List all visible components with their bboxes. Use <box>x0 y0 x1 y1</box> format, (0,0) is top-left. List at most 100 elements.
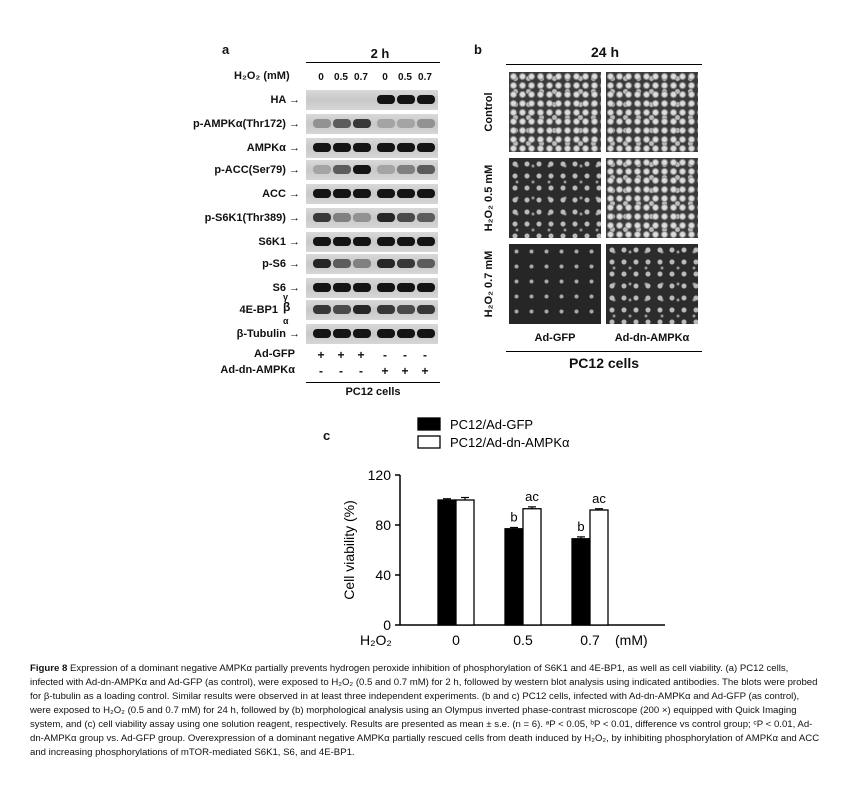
treatment-sign: + <box>416 364 434 378</box>
dose-label: 0 <box>376 72 394 83</box>
blot-label: p-S6K1(Thr389) → <box>150 212 300 224</box>
treatment-sign: - <box>416 348 434 362</box>
micrograph-row-label: Control <box>483 72 495 152</box>
x-tick-label: 0.7 <box>580 632 600 648</box>
blot-strip <box>306 278 438 298</box>
x-prefix-label: H₂O₂ <box>360 632 392 648</box>
significance-label: ac <box>525 489 539 504</box>
micrograph-image <box>606 244 698 324</box>
blot-band <box>397 237 415 246</box>
bar <box>590 510 608 625</box>
blot-label: p-S6 → <box>150 258 300 270</box>
blot-band <box>417 119 435 128</box>
blot-band <box>333 213 351 222</box>
treatment-sign: + <box>312 348 330 362</box>
significance-label: b <box>577 519 584 534</box>
blot-label: p-ACC(Ser79) → <box>150 164 300 176</box>
legend-label: PC12/Ad-dn-AMPKα <box>450 435 570 450</box>
blot-band <box>417 143 435 152</box>
panel-b-time: 24 h <box>560 44 650 60</box>
blot-band <box>313 283 331 292</box>
blot-band <box>397 259 415 268</box>
blot-band <box>397 213 415 222</box>
blot-band <box>333 165 351 174</box>
blot-label: ACC → <box>150 188 300 200</box>
caption-text: Expression of a dominant negative AMPKα … <box>30 663 819 758</box>
blot-band <box>353 237 371 246</box>
blot-band <box>333 189 351 198</box>
treatment-sign: + <box>376 364 394 378</box>
treatment-sign: + <box>396 364 414 378</box>
blot-band <box>333 143 351 152</box>
blot-band <box>313 165 331 174</box>
significance-label: b <box>510 510 517 525</box>
blot-band <box>353 213 371 222</box>
treatment-sign: - <box>396 348 414 362</box>
blot-band <box>377 237 395 246</box>
blot-band <box>397 283 415 292</box>
micrograph-image <box>509 158 601 238</box>
blot-band <box>377 259 395 268</box>
blot-band <box>397 165 415 174</box>
legend-swatch <box>418 418 440 430</box>
panel-a-time-line <box>306 62 440 63</box>
micrograph-image <box>509 244 601 324</box>
blot-strip <box>306 90 438 110</box>
blot-band <box>313 189 331 198</box>
blot-strip <box>306 114 438 134</box>
blot-band <box>397 119 415 128</box>
blot-band <box>333 237 351 246</box>
treatment-sign: - <box>376 348 394 362</box>
blot-label: AMPKα → <box>150 142 300 154</box>
panel-a-time: 2 h <box>340 46 420 61</box>
panel-b-cell-label: PC12 cells <box>506 355 702 371</box>
x-unit-label: (mM) <box>615 632 648 648</box>
treatment-sign: + <box>332 348 350 362</box>
y-tick-label: 120 <box>368 467 392 483</box>
figure-number: Figure 8 <box>30 663 67 674</box>
panel-b-time-line <box>506 64 702 65</box>
treatment-sign: + <box>352 348 370 362</box>
blot-band <box>353 143 371 152</box>
blot-strip <box>306 138 438 158</box>
blot-label: S6 → <box>150 282 300 294</box>
blot-band <box>377 283 395 292</box>
y-tick-label: 80 <box>375 517 391 533</box>
y-axis-label: Cell viability (%) <box>341 500 357 600</box>
blot-band <box>313 119 331 128</box>
ad-dn-label: Ad-dn-AMPKα <box>145 364 295 376</box>
blot-band <box>313 305 331 314</box>
blot-band <box>417 165 435 174</box>
legend-label: PC12/Ad-GFP <box>450 417 533 432</box>
micrograph-image <box>606 72 698 152</box>
bar <box>438 500 456 625</box>
isoform-label: β <box>283 300 290 314</box>
blot-band <box>353 283 371 292</box>
bar <box>456 500 474 625</box>
dose-label: 0.5 <box>332 72 350 83</box>
blot-band <box>313 259 331 268</box>
blot-band <box>333 119 351 128</box>
blot-band <box>353 189 371 198</box>
blot-band <box>333 305 351 314</box>
blot-band <box>417 259 435 268</box>
blot-band <box>353 259 371 268</box>
blot-strip <box>306 232 438 252</box>
blot-band <box>417 305 435 314</box>
blot-band <box>333 283 351 292</box>
isoform-label: α <box>283 316 289 326</box>
treatment-sign: - <box>352 364 370 378</box>
blot-band <box>417 283 435 292</box>
micrograph-image <box>509 72 601 152</box>
micrograph-row-label: H₂O₂ 0.7 mM <box>483 244 495 324</box>
blot-band <box>377 165 395 174</box>
blot-band <box>417 213 435 222</box>
blot-band <box>353 119 371 128</box>
panel-b-cells-line <box>506 351 702 352</box>
panel-b-letter: b <box>474 42 482 57</box>
blot-band <box>417 95 435 104</box>
blot-band <box>333 329 351 338</box>
blot-band <box>313 237 331 246</box>
blot-strip <box>306 254 438 274</box>
blot-band <box>397 329 415 338</box>
